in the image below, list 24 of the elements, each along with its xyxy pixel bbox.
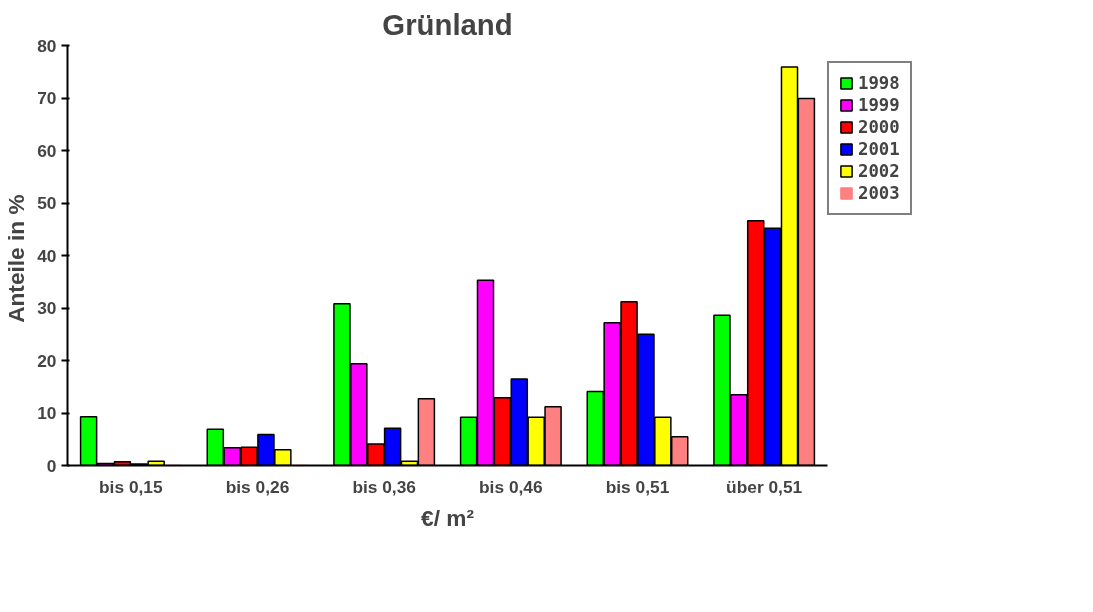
y-tick-label: 10: [37, 403, 57, 423]
legend-label: 2000: [858, 117, 900, 137]
x-tick-label: bis 0,36: [352, 476, 417, 497]
chart-title: Grünland: [382, 7, 513, 41]
legend-label: 2001: [858, 139, 900, 159]
legend-label: 1998: [858, 73, 900, 93]
x-tick-label: über 0,51: [726, 476, 803, 497]
x-tick-label: bis 0,51: [605, 476, 670, 497]
legend-label: 1999: [858, 95, 900, 115]
x-tick-label: bis 0,26: [225, 476, 290, 497]
legend-label: 2002: [858, 161, 900, 181]
y-axis-title: Anteile in %: [3, 194, 30, 323]
y-tick-label: 70: [37, 88, 57, 108]
y-tick-label: 50: [37, 193, 57, 213]
y-tick-label: 80: [37, 35, 57, 56]
x-tick-label: bis 0,46: [479, 476, 543, 497]
legend-label: 2003: [858, 183, 900, 203]
y-tick-label: 60: [37, 140, 57, 161]
x-axis-title: €/ m²: [421, 504, 475, 531]
x-tick-label: bis 0,15: [99, 476, 163, 497]
y-tick-label: 0: [46, 455, 57, 476]
y-tick-label: 40: [37, 245, 57, 266]
y-tick-label: 20: [37, 350, 57, 371]
y-tick-label: 30: [37, 298, 57, 318]
